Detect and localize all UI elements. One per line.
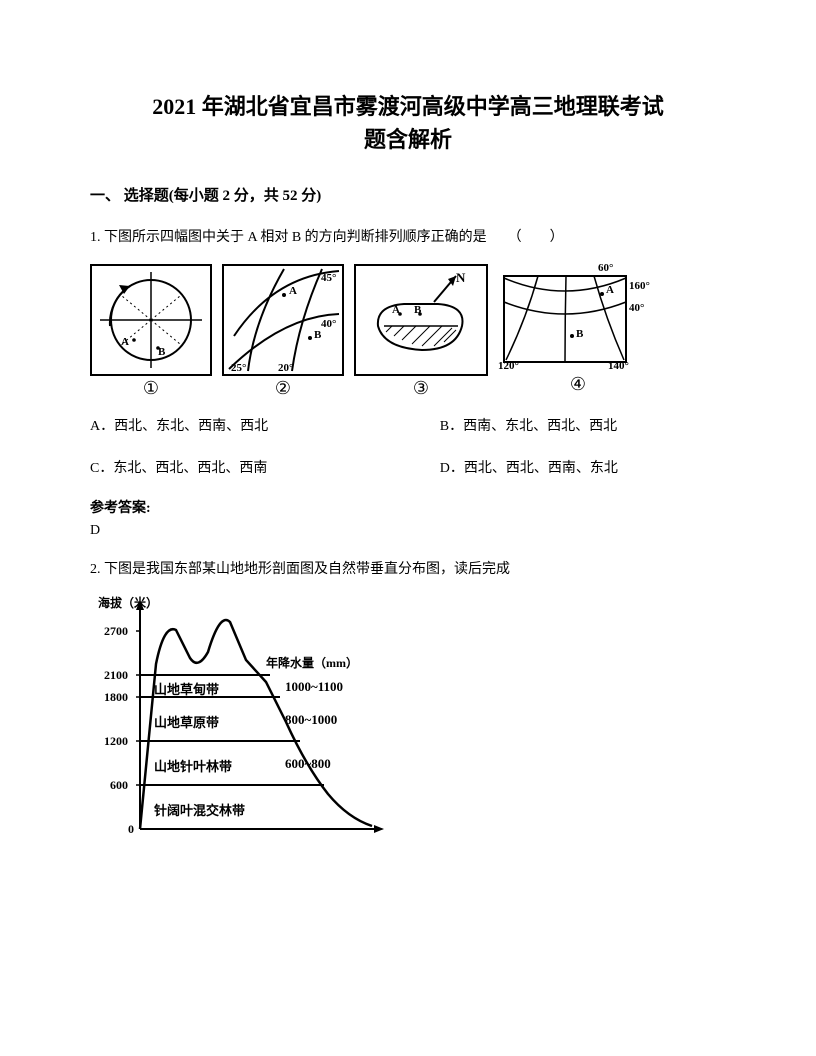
d2-lon-l: 25°	[231, 362, 246, 374]
title-line2: 题含解析	[364, 127, 452, 152]
q1-options-row1: A．西北、东北、西南、西北 B．西南、东北、西北、西北	[90, 413, 726, 441]
q2-text: 2. 下图是我国东部某山地地形剖面图及自然带垂直分布图，读后完成	[90, 559, 726, 581]
d2-B: B	[314, 329, 321, 341]
q1-opt-A: A．西北、东北、西南、西北	[90, 413, 440, 441]
d4-160: 160°	[629, 280, 650, 292]
ref-answer-label: 参考答案:	[90, 497, 726, 517]
diagram-3-svg	[356, 266, 486, 374]
ytick-2100: 2100	[104, 668, 128, 683]
q1-text: 1. 下图所示四幅图中关于 A 相对 B 的方向判断排列顺序正确的是 （ ）	[90, 225, 726, 250]
diagram-3: N A B ③	[354, 264, 488, 399]
d2-A: A	[289, 285, 297, 297]
page-title: 2021 年湖北省宜昌市雾渡河高级中学高三地理联考试 题含解析	[90, 90, 726, 156]
d4-40: 40°	[629, 302, 644, 314]
q1-opt-B: B．西南、东北、西北、西北	[440, 413, 726, 441]
d2-lat-t: 45°	[321, 272, 336, 284]
diagram-row: A B ① A B 25° 20° 45° 40	[90, 264, 726, 399]
ytick-1200: 1200	[104, 734, 128, 749]
q1-opt-C: C．东北、西北、西北、西南	[90, 455, 440, 483]
title-line1: 2021 年湖北省宜昌市雾渡河高级中学高三地理联考试	[152, 94, 664, 119]
page: 2021 年湖北省宜昌市雾渡河高级中学高三地理联考试 题含解析 一、 选择题(每…	[0, 0, 816, 1056]
precip-1: 800~1000	[285, 712, 337, 728]
d1-B: B	[158, 346, 165, 358]
precip-label: 年降水量（mm）	[266, 654, 358, 671]
section-header: 一、 选择题(每小题 2 分，共 52 分)	[90, 184, 726, 205]
diagram-1: A B ①	[90, 264, 212, 399]
band-3: 针阔叶混交林带	[154, 800, 245, 819]
precip-0: 1000~1100	[285, 679, 343, 695]
y-axis-label: 海拔（米）	[98, 594, 158, 611]
diagram-2-label: ②	[275, 378, 291, 399]
diagram-3-label: ③	[413, 378, 429, 399]
d4-A: A	[606, 284, 614, 296]
d3-N: N	[456, 270, 465, 286]
d4-120: 120°	[498, 360, 519, 372]
ytick-600: 600	[110, 778, 128, 793]
d4-B: B	[576, 328, 583, 340]
q1-opt-D: D．西北、西北、西南、东北	[440, 455, 726, 483]
d2-lon-r: 20°	[278, 362, 293, 374]
d4-lat60: 60°	[598, 262, 613, 274]
band-2: 山地针叶林带	[154, 756, 232, 775]
ytick-1800: 1800	[104, 690, 128, 705]
band-1: 山地草原带	[154, 712, 219, 731]
q1-options-row2: C．东北、西北、西北、西南 D．西北、西北、西南、东北	[90, 455, 726, 483]
precip-2: 600~800	[285, 756, 331, 772]
diagram-1-svg	[92, 266, 210, 374]
diagram-2: A B 25° 20° 45° 40° ②	[222, 264, 344, 399]
band-0: 山地草甸带	[154, 679, 219, 698]
ytick-0: 0	[128, 822, 134, 837]
q1-answer: D	[90, 523, 726, 539]
diagram-1-label: ①	[143, 378, 159, 399]
profile-diagram: 海拔（米） 2700 2100 1800 1200 600 0 年降水量（mm）…	[90, 594, 400, 854]
d3-A: A	[392, 304, 400, 316]
d2-lat-b: 40°	[321, 318, 336, 330]
diagram-4-label: ④	[570, 374, 586, 395]
diagram-4: 60° 160° 40° 120° 140° A B ④	[498, 264, 658, 395]
ytick-2700: 2700	[104, 624, 128, 639]
d1-A: A	[121, 336, 129, 348]
d3-B: B	[414, 304, 421, 316]
d4-140: 140°	[608, 360, 629, 372]
